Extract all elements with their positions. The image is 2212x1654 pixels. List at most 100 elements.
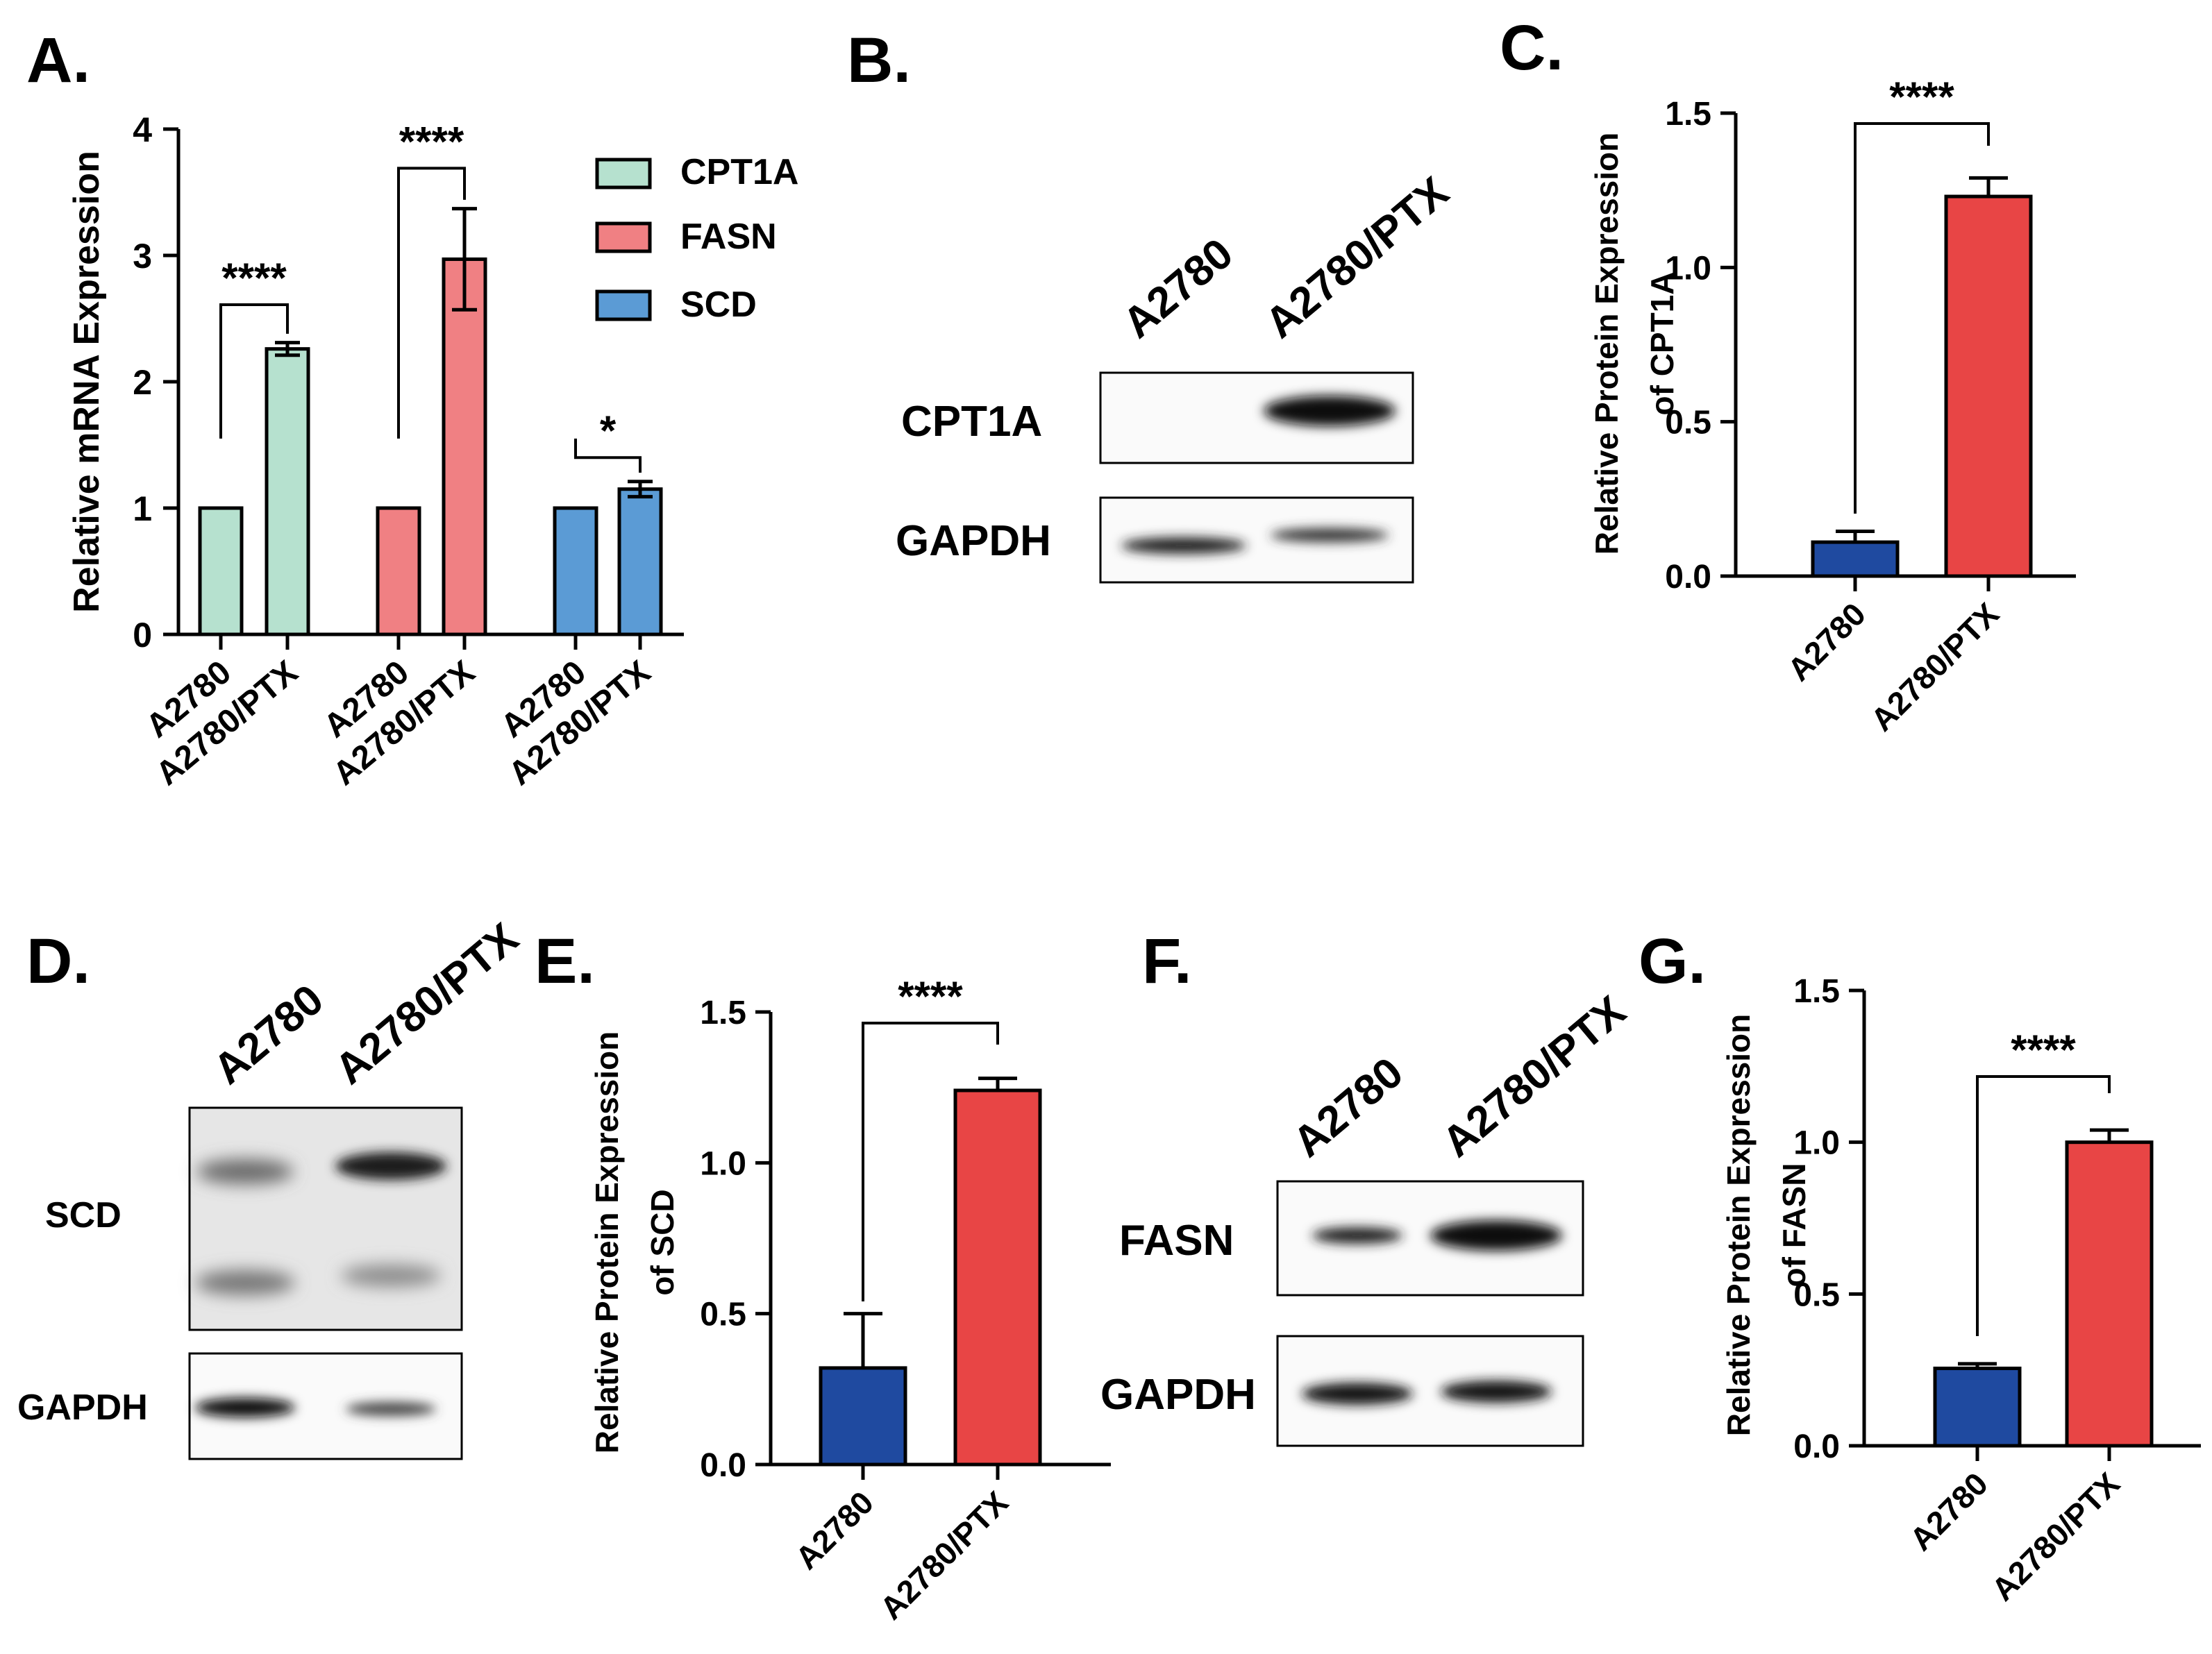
legend-a: CPT1A FASN SCD <box>595 152 798 325</box>
panel-label-d: D. <box>26 926 90 997</box>
blot-b-row-gapdh: GAPDH <box>896 517 1051 565</box>
y-axis-label-c-line2: of CPT1A <box>1644 272 1680 416</box>
bar-e-a2780ptx <box>953 1088 1042 1467</box>
blot-d-band-scd-upper-ptx <box>335 1152 446 1180</box>
bar-a-scd-a2780 <box>553 506 598 636</box>
y-tick-label-e: 1.0 <box>700 1145 746 1182</box>
error-bar-a-fasn <box>452 207 477 312</box>
legend-swatch-fasn <box>595 221 652 253</box>
x-tick-label-g-a2780ptx: A2780/PTX <box>1984 1465 2127 1607</box>
error-bar-a-cpt1a <box>275 341 300 357</box>
significance-label-a-scd: * <box>600 407 617 454</box>
x-tick-label-e-a2780: A2780 <box>788 1484 880 1576</box>
x-tick-label-c-a2780: A2780 <box>1780 596 1872 688</box>
y-axis-label-a: Relative mRNA Expression <box>67 151 107 613</box>
bar-a-fasn-a2780ptx <box>442 257 487 636</box>
blot-d-band-gapdh-ptx <box>346 1402 436 1416</box>
y-axis-label-e: Relative Protein Expression <box>589 1031 625 1453</box>
blot-b-row-cpt1a: CPT1A <box>901 398 1042 446</box>
error-bar-a-scd <box>628 480 653 499</box>
blot-d-band-scd-lower-a2780 <box>195 1270 295 1295</box>
error-bar-c-a2780ptx <box>1969 176 2008 197</box>
y-axis-label-c: Relative Protein Expression <box>1589 133 1625 555</box>
y-tick-label-a: 0 <box>133 616 152 655</box>
significance-label-c: **** <box>1889 74 1954 120</box>
significance-bracket-g <box>1976 1075 2111 1336</box>
blot-f-row-fasn: FASN <box>1119 1217 1234 1265</box>
bar-g-a2780ptx <box>2065 1140 2154 1448</box>
blot-f-row-gapdh: GAPDH <box>1100 1371 1256 1419</box>
bar-a-cpt1a-a2780ptx <box>265 347 310 636</box>
blot-b-lane-a2780ptx: A2780/PTX <box>1257 168 1458 348</box>
significance-bracket-a-scd <box>574 438 642 473</box>
y-tick-label-a: 1 <box>133 489 152 528</box>
blot-d-row-gapdh: GAPDH <box>17 1387 148 1428</box>
significance-bracket-a-fasn <box>397 167 466 439</box>
blot-d-band-gapdh-a2780 <box>195 1398 295 1417</box>
significance-bracket-e <box>862 1022 999 1301</box>
y-tick-label-g: 0.0 <box>1793 1428 1840 1465</box>
blot-b-band-cpt1a-ptx <box>1264 396 1396 426</box>
panel-label-c: C. <box>1500 12 1564 83</box>
error-bar-e-a2780ptx <box>978 1077 1017 1091</box>
legend-label-fasn: FASN <box>680 217 777 257</box>
y-tick-label-a: 3 <box>133 237 152 276</box>
legend-swatch-scd <box>595 289 652 321</box>
blot-d-band-scd-lower-ptx <box>341 1265 441 1287</box>
bar-a-scd-a2780ptx <box>617 487 663 636</box>
error-bar-e-a2780 <box>844 1312 882 1368</box>
y-tick-label-g: 0.5 <box>1793 1276 1840 1313</box>
y-axis-label-e-line2: of SCD <box>644 1189 680 1295</box>
legend-label-scd: SCD <box>680 285 757 325</box>
y-tick-label-g: 1.5 <box>1793 973 1840 1010</box>
panel-label-a: A. <box>26 25 90 96</box>
blot-f-band-fasn-ptx <box>1430 1220 1562 1251</box>
bar-a-fasn-a2780 <box>376 506 421 636</box>
blot-d-row-scd: SCD <box>45 1195 122 1235</box>
blot-b: A2780 A2780/PTX CPT1A GAPDH <box>896 168 1458 584</box>
panel-label-g: G. <box>1639 926 1706 997</box>
blot-f-band-gapdh-a2780 <box>1302 1383 1413 1405</box>
y-tick-label-c: 1.5 <box>1665 96 1711 133</box>
significance-bracket-c <box>1854 122 1990 514</box>
y-axis-label-g: Relative Protein Expression <box>1720 1014 1757 1436</box>
significance-bracket-a-cpt1a <box>219 303 289 439</box>
x-tick-label-g-a2780: A2780 <box>1902 1465 1995 1558</box>
y-axis-label-g-line2: of FASN <box>1776 1163 1812 1288</box>
y-tick-label-c: 0.0 <box>1665 559 1711 596</box>
legend-swatch-cpt1a <box>595 158 652 189</box>
blot-b-band-gapdh-a2780 <box>1121 537 1246 554</box>
blot-f-lane-a2780: A2780 <box>1284 1048 1412 1166</box>
y-tick-label-c: 1.0 <box>1665 250 1711 287</box>
x-tick-label-c-a2780ptx: A2780/PTX <box>1863 596 2006 738</box>
blot-d-lane-a2780: A2780 <box>205 975 333 1093</box>
panel-label-b: B. <box>847 25 911 96</box>
bar-g-a2780 <box>1933 1366 2022 1448</box>
blot-f: A2780 A2780/PTX FASN GAPDH <box>1100 987 1635 1447</box>
y-tick-label-e: 1.5 <box>700 995 746 1031</box>
error-bar-g-a2780ptx <box>2090 1128 2129 1142</box>
panel-label-e: E. <box>535 926 595 997</box>
blot-f-band-gapdh-ptx <box>1441 1381 1552 1403</box>
blot-d-lane-a2780ptx: A2780/PTX <box>326 914 528 1094</box>
significance-label-a-cpt1a: **** <box>221 255 287 301</box>
bar-c-a2780 <box>1811 540 1900 578</box>
panel-label-f: F. <box>1142 926 1192 997</box>
y-tick-label-e: 0.0 <box>700 1447 746 1484</box>
blot-f-lane-a2780ptx: A2780/PTX <box>1434 987 1635 1167</box>
blot-d: A2780 A2780/PTX SCD GAPDH <box>17 914 528 1460</box>
error-bar-c-a2780 <box>1836 530 1875 543</box>
significance-label-g: **** <box>2011 1027 2076 1073</box>
significance-label-a-fasn: **** <box>399 118 464 164</box>
blot-b-band-gapdh-ptx <box>1271 528 1389 542</box>
significance-label-e: **** <box>898 973 963 1020</box>
y-tick-label-a: 4 <box>133 110 152 149</box>
blot-f-band-fasn-a2780 <box>1312 1227 1402 1244</box>
bar-e-a2780 <box>819 1366 907 1467</box>
bar-a-cpt1a-a2780 <box>198 506 244 636</box>
bar-c-a2780ptx <box>1944 194 2033 578</box>
y-tick-label-a: 2 <box>133 363 152 402</box>
y-tick-label-c: 0.5 <box>1665 405 1711 441</box>
